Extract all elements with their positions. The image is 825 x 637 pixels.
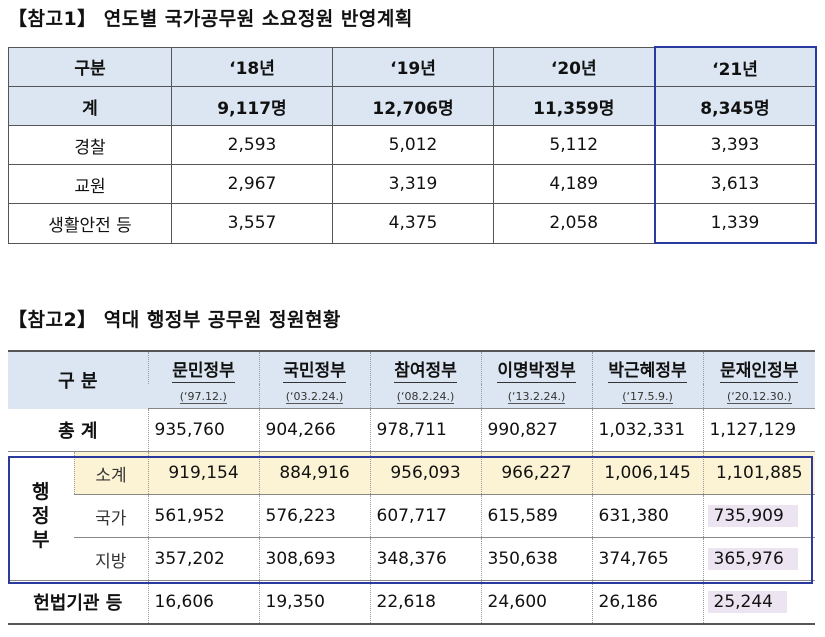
ref2-gov-date: (‘17.5.9.) [591, 384, 704, 409]
ref2-table: 구 분 문민정부 국민정부 참여정부 이명박정부 박근혜정부 문재인정부 (‘9… [8, 350, 816, 625]
ref2-date-row: (‘97.12.) (‘03.2.24.) (‘08.2.24.) (‘13.2… [8, 384, 816, 409]
ref2-corner-label: 구 분 [8, 350, 149, 409]
ref1-cell: 3,319 [332, 164, 494, 204]
ref2-cell: 22,618 [369, 580, 482, 625]
ref2-cell: 990,827 [480, 408, 593, 452]
ref2-cell: 308,693 [258, 537, 371, 581]
ref2-gov-name: 박근혜정부 [591, 350, 704, 384]
ref2-cell: 1,032,331 [591, 408, 704, 452]
ref2-cell-highlighted: 365,976 [702, 537, 816, 581]
ref1-table: 구분 ‘18년 ‘19년 ‘20년 ‘21년 계 9,117명 12,706명 … [8, 46, 817, 244]
ref2-cell: 615,589 [480, 494, 593, 538]
ref2-cell: 374,765 [591, 537, 704, 581]
ref2-gov-name: 문재인정부 [702, 350, 816, 384]
ref1-row-label: 경찰 [8, 125, 172, 165]
ref1-row-police: 경찰 2,593 5,012 5,112 3,393 [8, 125, 817, 165]
ref2-gov-name: 국민정부 [258, 350, 371, 384]
ref1-header-2020: ‘20년 [493, 46, 655, 87]
ref2-cell: 956,093 [369, 451, 482, 495]
ref2-total-label: 총 계 [8, 408, 149, 452]
ref2-row-total: 총 계 935,760 904,266 978,711 990,827 1,03… [8, 408, 816, 452]
ref1-row-total: 계 9,117명 12,706명 11,359명 8,345명 [8, 86, 817, 126]
ref2-cell: 576,223 [258, 494, 371, 538]
ref2-cell: 24,600 [480, 580, 593, 625]
ref2-row-national: 국가 561,952 576,223 607,717 615,589 631,3… [8, 494, 816, 538]
ref2-title: 【참고2】 역대 행정부 공무원 정원현황 [8, 309, 341, 331]
ref2-cell-highlighted: 735,909 [702, 494, 816, 538]
ref2-cell: 919,154 [147, 451, 260, 495]
ref1-row-label: 생활안전 등 [8, 203, 172, 244]
ref2-cell: 978,711 [369, 408, 482, 452]
ref2-cell: 607,717 [369, 494, 482, 538]
ref2-cell: 561,952 [147, 494, 260, 538]
ref2-cell-highlighted: 25,244 [702, 580, 816, 625]
ref1-cell: 4,189 [493, 164, 655, 204]
ref1-header-2019: ‘19년 [332, 46, 494, 87]
ref1-row-teachers: 교원 2,967 3,319 4,189 3,613 [8, 164, 817, 204]
ref2-gov-name: 문민정부 [147, 350, 260, 384]
ref2-gov-date: (‘03.2.24.) [258, 384, 371, 409]
ref2-cell: 1,006,145 [591, 451, 704, 495]
ref1-cell: 9,117명 [171, 86, 333, 126]
ref2-cell: 966,227 [480, 451, 593, 495]
ref2-gov-name: 참여정부 [369, 350, 482, 384]
ref2-cell: 350,638 [480, 537, 593, 581]
ref2-gov-name: 이명박정부 [480, 350, 593, 384]
ref2-cell: 631,380 [591, 494, 704, 538]
ref2-gov-date: (‘13.2.24.) [480, 384, 593, 409]
ref2-cell: 935,760 [147, 408, 260, 452]
ref2-cell: 26,186 [591, 580, 704, 625]
ref2-cell: 884,916 [258, 451, 371, 495]
ref1-cell: 5,012 [332, 125, 494, 165]
ref1-header-row: 구분 ‘18년 ‘19년 ‘20년 ‘21년 [8, 46, 817, 87]
ref1-cell: 5,112 [493, 125, 655, 165]
ref1-cell: 2,967 [171, 164, 333, 204]
ref1-cell: 4,375 [332, 203, 494, 244]
ref2-cell: 16,606 [147, 580, 260, 625]
ref1-row-safety: 생활안전 등 3,557 4,375 2,058 1,339 [8, 203, 817, 244]
ref2-cell: 348,376 [369, 537, 482, 581]
ref1-cell: 3,393 [653, 125, 817, 165]
ref2-local-label: 지방 [74, 537, 149, 581]
ref1-header-category: 구분 [8, 46, 172, 87]
ref2-gov-date: (‘20.12.30.) [702, 384, 816, 409]
ref2-cell: 1,101,885 [702, 451, 816, 495]
ref1-cell: 3,557 [171, 203, 333, 244]
ref1-header-2018: ‘18년 [171, 46, 333, 87]
ref1-cell: 2,058 [493, 203, 655, 244]
ref2-cell: 904,266 [258, 408, 371, 452]
ref1-header-2021: ‘21년 [653, 46, 817, 87]
ref1-row-label: 교원 [8, 164, 172, 204]
ref2-gov-date: (‘08.2.24.) [369, 384, 482, 409]
ref2-national-label: 국가 [74, 494, 149, 538]
ref2-gov-date: (‘97.12.) [148, 384, 260, 409]
ref1-row-label: 계 [8, 86, 172, 126]
ref1-cell: 12,706명 [332, 86, 494, 126]
ref1-cell: 11,359명 [493, 86, 655, 126]
ref2-constitutional-label: 헌법기관 등 [8, 580, 149, 625]
ref2-row-subtotal: 행정부 소계 919,154 884,916 956,093 966,227 1… [8, 451, 816, 581]
ref1-title: 【참고1】 연도별 국가공무원 소요정원 반영계획 [8, 8, 413, 30]
ref2-row-constitutional: 헌법기관 등 16,606 19,350 22,618 24,600 26,18… [8, 580, 816, 625]
ref2-cell: 19,350 [258, 580, 371, 625]
ref2-header-row: 구 분 문민정부 국민정부 참여정부 이명박정부 박근혜정부 문재인정부 [8, 350, 816, 409]
ref2-row-local: 지방 357,202 308,693 348,376 350,638 374,7… [8, 537, 816, 581]
ref2-subtotal-label: 소계 [73, 451, 149, 495]
ref1-cell: 3,613 [653, 164, 817, 204]
ref1-cell: 8,345명 [653, 86, 817, 126]
ref2-cell: 1,127,129 [702, 408, 816, 452]
ref2-cell: 357,202 [147, 537, 260, 581]
ref1-cell: 2,593 [171, 125, 333, 165]
ref2-executive-label: 행정부 [8, 451, 74, 581]
ref1-cell: 1,339 [653, 203, 817, 244]
